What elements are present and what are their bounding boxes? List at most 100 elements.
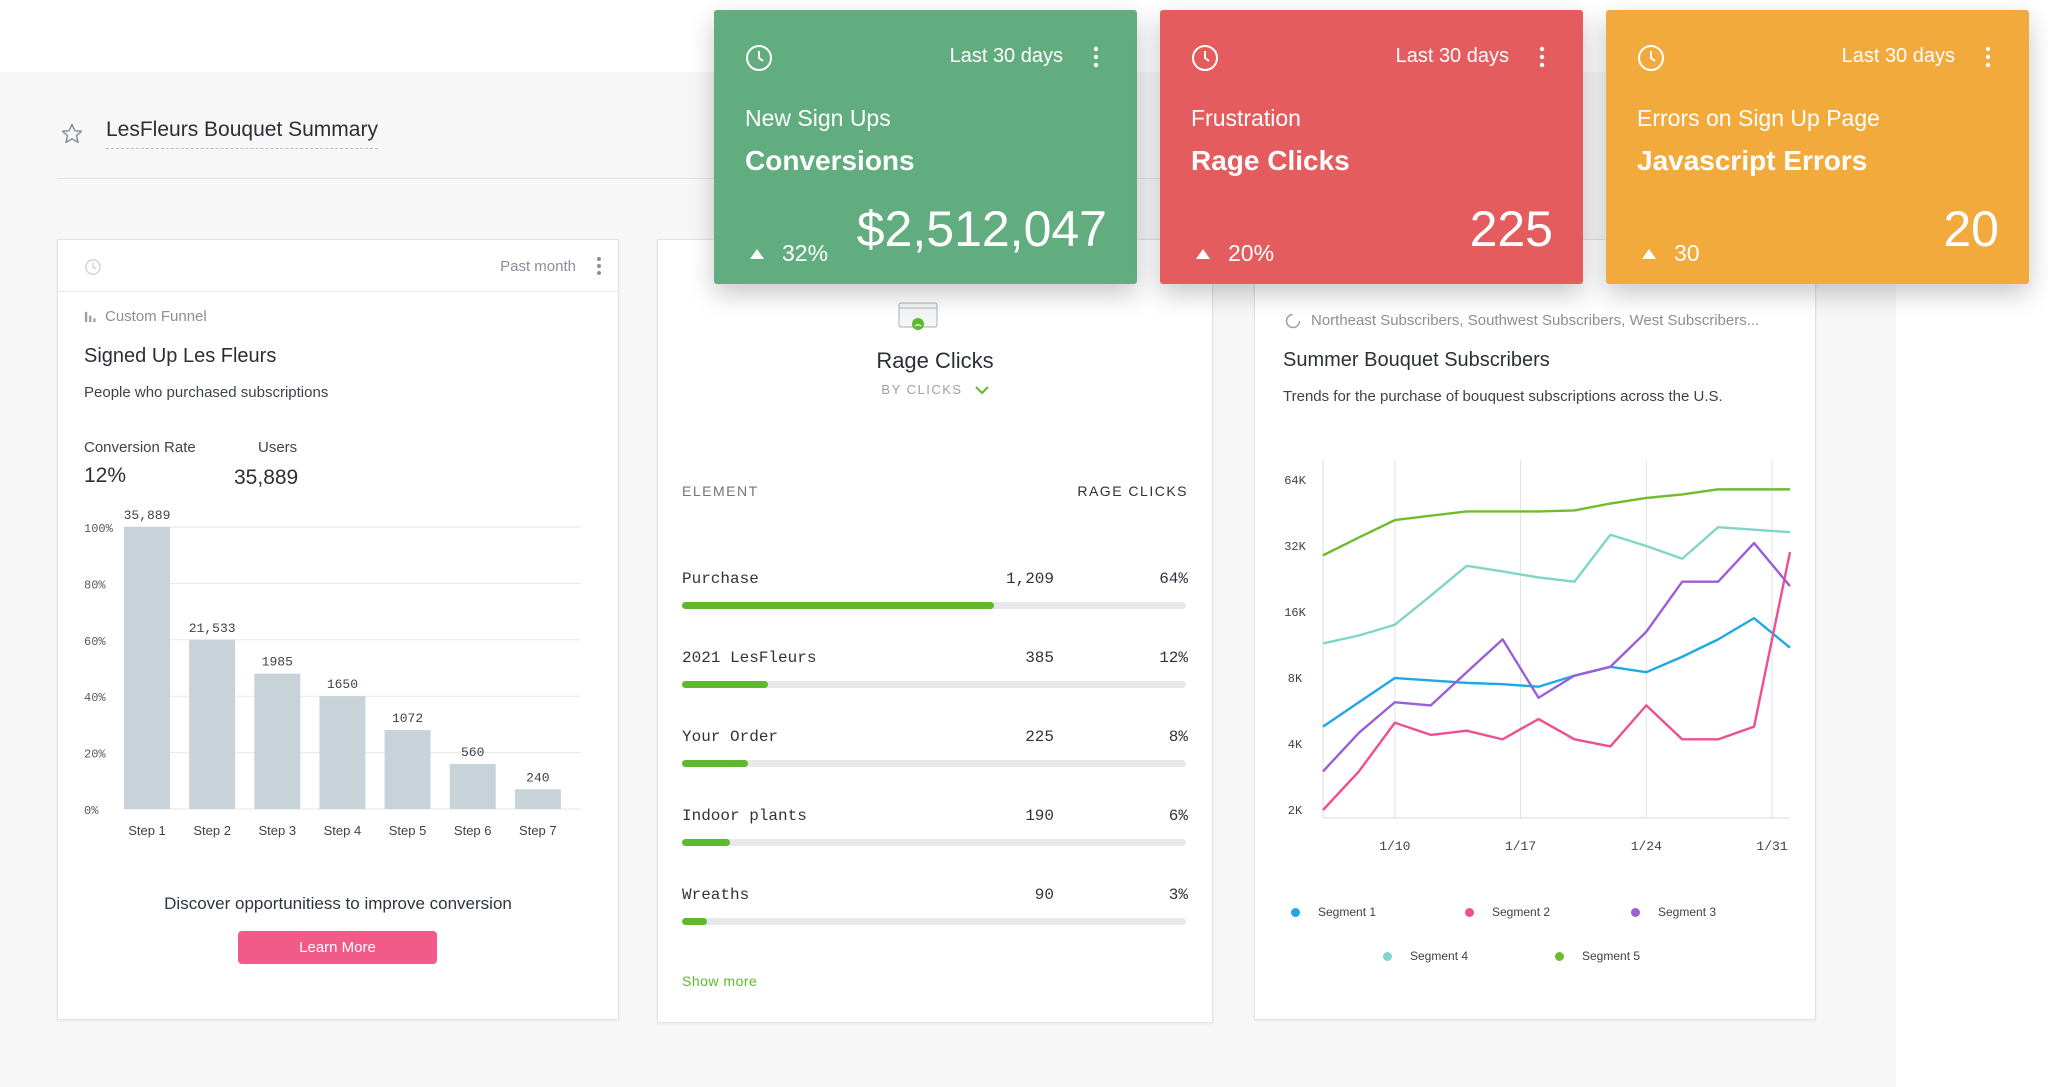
element-name: Purchase xyxy=(682,570,759,588)
legend-swatch xyxy=(1555,951,1564,961)
y-tick-label: 64K xyxy=(1284,474,1306,488)
legend-item[interactable]: Segment 5 xyxy=(1555,949,1640,963)
rage-row[interactable]: Wreaths 90 3% xyxy=(658,886,1212,946)
series-line[interactable] xyxy=(1322,488,1790,557)
period-label[interactable]: Last 30 days xyxy=(1841,45,1955,67)
kpi-name: Rage Clicks xyxy=(1191,145,1350,176)
x-tick-label: 1/17 xyxy=(1505,839,1536,854)
funnel-description: People who purchased subscriptions xyxy=(84,384,329,401)
y-tick-label: 80% xyxy=(84,578,106,592)
menu-dot xyxy=(1093,62,1099,68)
funnel-bar[interactable] xyxy=(254,673,301,809)
more-options-icon[interactable] xyxy=(1985,46,1991,68)
legend-swatch xyxy=(1631,907,1640,917)
more-options-icon[interactable] xyxy=(596,256,602,276)
bar-value-label: 21,533 xyxy=(189,621,236,636)
click-percent: 6% xyxy=(1168,807,1188,825)
menu-dot xyxy=(1093,54,1099,60)
loading-icon xyxy=(1285,313,1301,328)
y-tick-label: 60% xyxy=(84,635,106,649)
series-line[interactable] xyxy=(1322,551,1792,811)
funnel-bar[interactable] xyxy=(384,730,431,809)
bar-value-label: 1985 xyxy=(262,655,293,670)
discover-text: Discover opportunitiess to improve conve… xyxy=(164,894,512,913)
legend-swatch xyxy=(1383,951,1392,961)
element-name: Your Order xyxy=(682,728,779,746)
kpi-subtitle: Errors on Sign Up Page xyxy=(1637,105,1880,131)
star-icon[interactable] xyxy=(60,122,84,146)
x-tick-label: 1/31 xyxy=(1756,839,1787,854)
legend-item[interactable]: Segment 1 xyxy=(1291,905,1376,919)
x-tick-label: Step 1 xyxy=(128,823,166,838)
funnel-bar[interactable] xyxy=(514,789,561,809)
bar-value-label: 240 xyxy=(526,770,549,785)
rage-row[interactable]: Purchase 1,209 64% xyxy=(658,570,1212,630)
clock-hands xyxy=(1204,51,1210,62)
menu-dot xyxy=(1539,62,1545,68)
sort-selector[interactable]: BY CLICKS xyxy=(658,382,1212,397)
column-header-rage-clicks[interactable]: RAGE CLICKS xyxy=(1077,483,1188,499)
show-more-link[interactable]: Show more xyxy=(682,973,758,989)
more-options-icon[interactable] xyxy=(1539,46,1545,68)
period-label[interactable]: Last 30 days xyxy=(1395,45,1509,67)
report-type: Custom Funnel xyxy=(84,308,207,325)
progress-track xyxy=(682,602,1186,609)
kpi-change-value: 20% xyxy=(1228,240,1275,266)
click-count: 1,209 xyxy=(1005,570,1054,588)
kpi-card[interactable]: Last 30 days New Sign Ups Conversions 32% $2… xyxy=(714,10,1137,284)
funnel-bar[interactable] xyxy=(449,763,496,809)
rage-clicks-title[interactable]: Rage Clicks xyxy=(876,348,994,373)
clock-hands xyxy=(758,51,764,62)
legend-item[interactable]: Segment 2 xyxy=(1465,905,1550,919)
rage-row[interactable]: Your Order 225 8% xyxy=(658,728,1212,788)
click-percent: 3% xyxy=(1168,886,1188,904)
menu-dot xyxy=(1539,54,1545,60)
x-tick-label: 1/24 xyxy=(1631,839,1662,854)
kpi-change-value: 32% xyxy=(782,240,829,266)
funnel-bar[interactable] xyxy=(319,696,366,809)
rage-row[interactable]: Indoor plants 190 6% xyxy=(658,807,1212,867)
menu-dot xyxy=(1985,62,1991,68)
menu-dot xyxy=(1539,46,1545,52)
trends-title[interactable]: Summer Bouquet Subscribers xyxy=(1283,349,1550,371)
period-label[interactable]: Past month xyxy=(500,258,576,275)
rage-row[interactable]: 2021 LesFleurs 385 12% xyxy=(658,649,1212,709)
progress-fill xyxy=(682,602,995,609)
element-name: 2021 LesFleurs xyxy=(682,649,817,667)
legend-item[interactable]: Segment 4 xyxy=(1383,949,1468,963)
more-options-icon[interactable] xyxy=(1093,46,1099,68)
progress-track xyxy=(682,681,1186,688)
funnel-bar[interactable] xyxy=(124,527,170,809)
dashboard-title[interactable]: LesFleurs Bouquet Summary xyxy=(106,118,378,149)
element-name: Indoor plants xyxy=(682,807,807,825)
series-line[interactable] xyxy=(1322,616,1791,728)
kpi-value: 225 xyxy=(1469,201,1553,257)
learn-more-button[interactable]: Learn More xyxy=(238,931,437,964)
clock-icon xyxy=(1192,45,1218,71)
column-header-element: ELEMENT xyxy=(682,483,759,499)
series-line[interactable] xyxy=(1322,525,1791,645)
series-line[interactable] xyxy=(1322,541,1791,773)
funnel-bar[interactable] xyxy=(189,639,236,809)
legend-label: Segment 1 xyxy=(1318,905,1377,919)
kpi-card[interactable]: Last 30 days Frustration Rage Clicks 20% 225 xyxy=(1160,10,1583,284)
kpi-card[interactable]: Last 30 days Errors on Sign Up Page Javasc… xyxy=(1606,10,2029,284)
kpi-value: $2,512,047 xyxy=(856,201,1107,257)
click-percent: 12% xyxy=(1159,649,1188,667)
y-tick-label: 4K xyxy=(1288,738,1303,752)
bar-chart-icon xyxy=(84,311,96,323)
bar-value-label: 1072 xyxy=(392,711,423,726)
metric-conversion-rate: Conversion Rate 12% xyxy=(84,439,196,487)
funnel-title[interactable]: Signed Up Les Fleurs xyxy=(84,345,277,367)
click-count: 385 xyxy=(1025,649,1054,667)
period-label[interactable]: Last 30 days xyxy=(949,45,1063,67)
legend-item[interactable]: Segment 3 xyxy=(1631,905,1716,919)
menu-dot xyxy=(1093,46,1099,52)
kpi-change-value: 30 xyxy=(1674,240,1700,266)
legend-swatch xyxy=(1465,907,1474,917)
chevron-down-icon[interactable] xyxy=(974,385,989,395)
progress-fill xyxy=(682,918,708,925)
progress-track xyxy=(682,918,1186,925)
legend-label: Segment 4 xyxy=(1410,949,1469,963)
segments-row[interactable]: Northeast Subscribers, Southwest Subscri… xyxy=(1285,312,1759,329)
